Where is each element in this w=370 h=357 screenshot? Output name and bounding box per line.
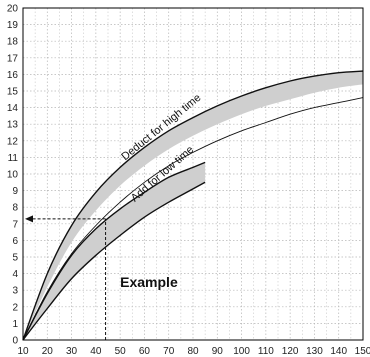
- y-tick-label: 11: [8, 153, 19, 164]
- band-lower-line-1: [22, 181, 206, 341]
- y-tick-label: 8: [12, 203, 18, 214]
- series-line-0: [22, 97, 364, 341]
- series-lines: [22, 97, 364, 341]
- annotations: Example: [25, 215, 178, 340]
- plot-frame: [22, 7, 364, 341]
- y-tick-label: 0: [12, 336, 18, 347]
- y-tick-label: 18: [7, 37, 19, 48]
- y-tick-label: 16: [7, 70, 19, 81]
- y-tick-label: 6: [12, 236, 18, 247]
- x-tick-label: 40: [90, 346, 102, 357]
- band-fill-0: [23, 71, 363, 340]
- x-tick-label: 140: [330, 346, 347, 357]
- example-label: Example: [120, 274, 178, 290]
- y-tick-label: 20: [7, 4, 19, 15]
- band-upper-line-0: [22, 70, 364, 341]
- y-tick-label: 13: [7, 120, 19, 131]
- y-tick-label: 1: [12, 319, 18, 330]
- y-tick-label: 2: [12, 302, 18, 313]
- y-tick-label: 7: [12, 219, 18, 230]
- example-arrowhead: [25, 215, 33, 223]
- y-tick-label: 3: [12, 286, 18, 297]
- band-upper-line-1: [22, 161, 206, 341]
- y-tick-label: 10: [7, 170, 19, 181]
- x-tick-label: 150: [355, 346, 370, 357]
- x-tick-label: 100: [233, 346, 250, 357]
- tick-labels: 10 20 30 40 50 60 70 80 90 100 110 120 130 140 1500123…: [7, 4, 370, 357]
- y-tick-label: 4: [12, 269, 18, 280]
- y-tick-label: 14: [7, 103, 19, 114]
- y-tick-label: 15: [7, 87, 19, 98]
- bands: [22, 70, 364, 341]
- y-tick-label: 9: [12, 186, 18, 197]
- x-tick-label: 70: [163, 346, 175, 357]
- y-tick-label: 17: [7, 53, 19, 64]
- x-tick-label: 120: [282, 346, 299, 357]
- x-tick-label: 60: [139, 346, 151, 357]
- y-tick-label: 12: [7, 136, 19, 147]
- x-tick-label: 20: [42, 346, 54, 357]
- x-tick-label: 80: [187, 346, 199, 357]
- y-tick-label: 19: [7, 20, 19, 31]
- y-tick-label: 5: [12, 253, 18, 264]
- x-tick-label: 30: [66, 346, 78, 357]
- x-tick-label: 90: [212, 346, 224, 357]
- x-tick-label: 110: [258, 346, 274, 357]
- x-tick-label: 10: [17, 346, 29, 357]
- x-tick-label: 50: [115, 346, 127, 357]
- x-tick-label: 130: [306, 346, 323, 357]
